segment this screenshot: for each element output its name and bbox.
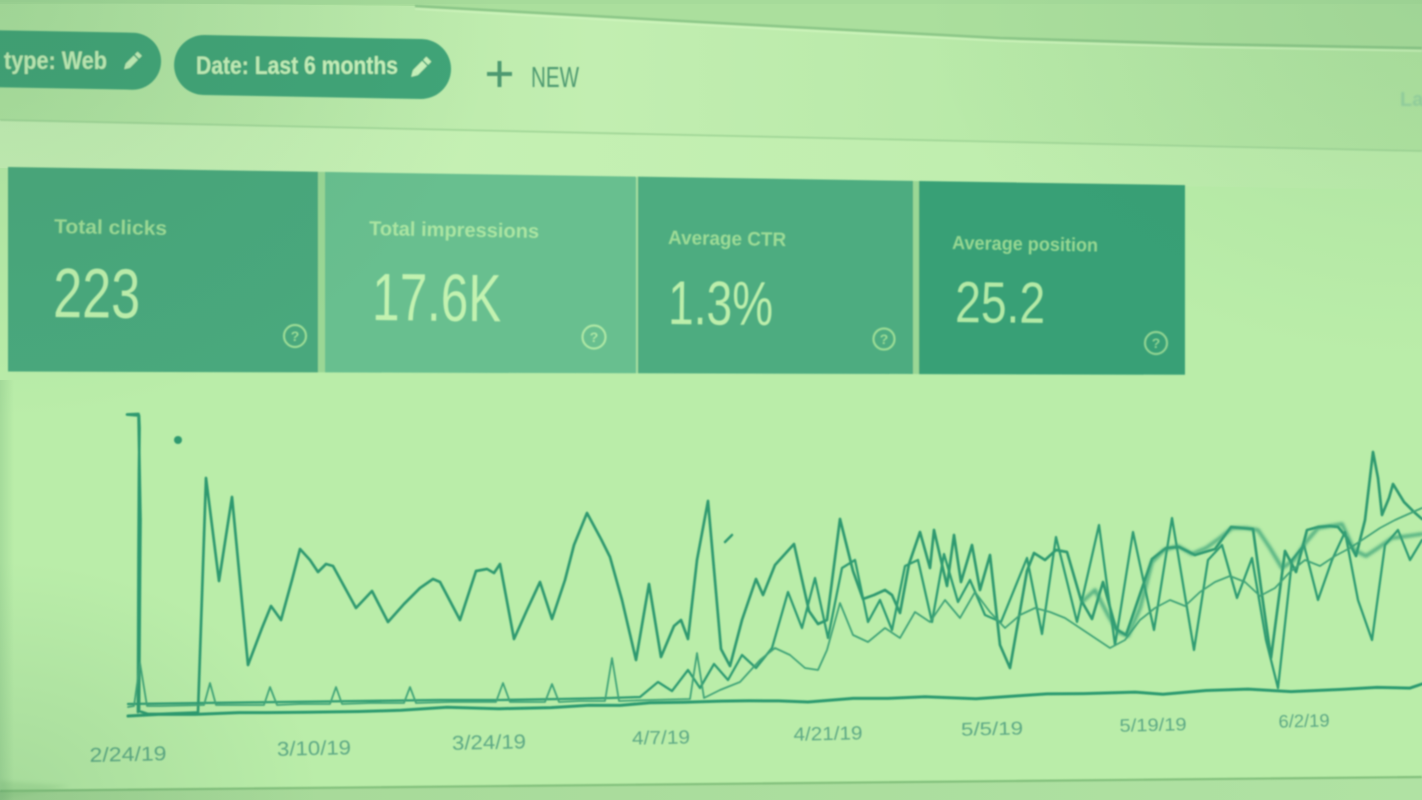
svg-text:Average CTR: Average CTR <box>668 227 786 251</box>
svg-text:5/5/19: 5/5/19 <box>961 717 1023 739</box>
svg-text:4/21/19: 4/21/19 <box>793 723 862 746</box>
svg-text:5/19/19: 5/19/19 <box>1119 714 1186 736</box>
svg-text:?: ? <box>590 329 599 345</box>
svg-text:3/24/19: 3/24/19 <box>452 731 526 755</box>
svg-text:1.3%: 1.3% <box>668 269 774 339</box>
svg-text:?: ? <box>880 331 889 347</box>
svg-text:NEW: NEW <box>531 62 579 94</box>
svg-text:6/2/19: 6/2/19 <box>1278 710 1329 731</box>
svg-text:4/7/19: 4/7/19 <box>632 727 690 749</box>
